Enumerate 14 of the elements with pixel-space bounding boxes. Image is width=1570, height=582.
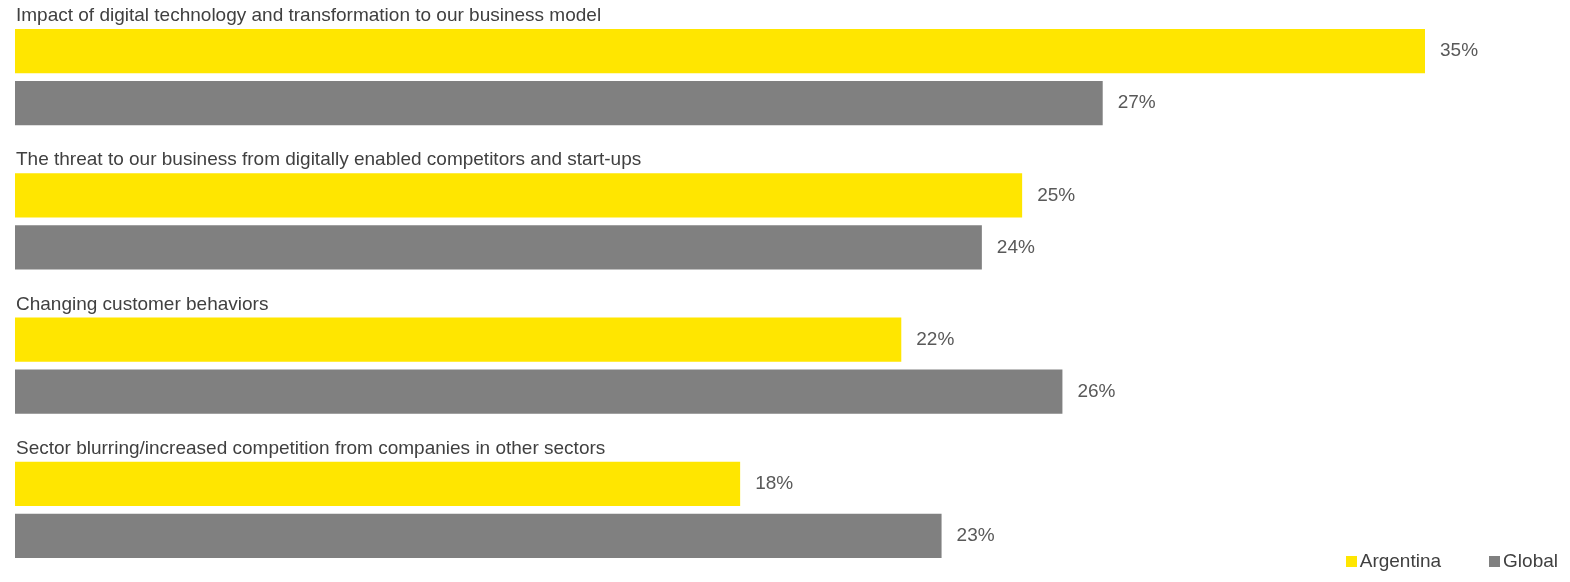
data-label: 25% bbox=[1037, 183, 1076, 205]
y-tick-label: Impact of digital technology and transformation to our business model bbox=[16, 4, 602, 26]
data-label: 24% bbox=[996, 235, 1035, 257]
y-tick-label: The threat to our business from digitally enabled competitors and start-ups bbox=[16, 148, 642, 170]
data-label: 26% bbox=[1077, 379, 1116, 401]
y-tick-label: Sector blurring/increased competition from companies in other sectors bbox=[16, 436, 606, 458]
legend-label: Argentina bbox=[1358, 550, 1442, 572]
data-label: 22% bbox=[916, 327, 955, 349]
data-label: 27% bbox=[1117, 91, 1156, 113]
data-label: 23% bbox=[956, 524, 995, 546]
data-label: 18% bbox=[755, 472, 794, 494]
y-tick-label: Changing customer behaviors bbox=[16, 292, 269, 314]
data-label: 35% bbox=[1440, 39, 1479, 61]
legend-label: Global bbox=[1502, 550, 1558, 572]
